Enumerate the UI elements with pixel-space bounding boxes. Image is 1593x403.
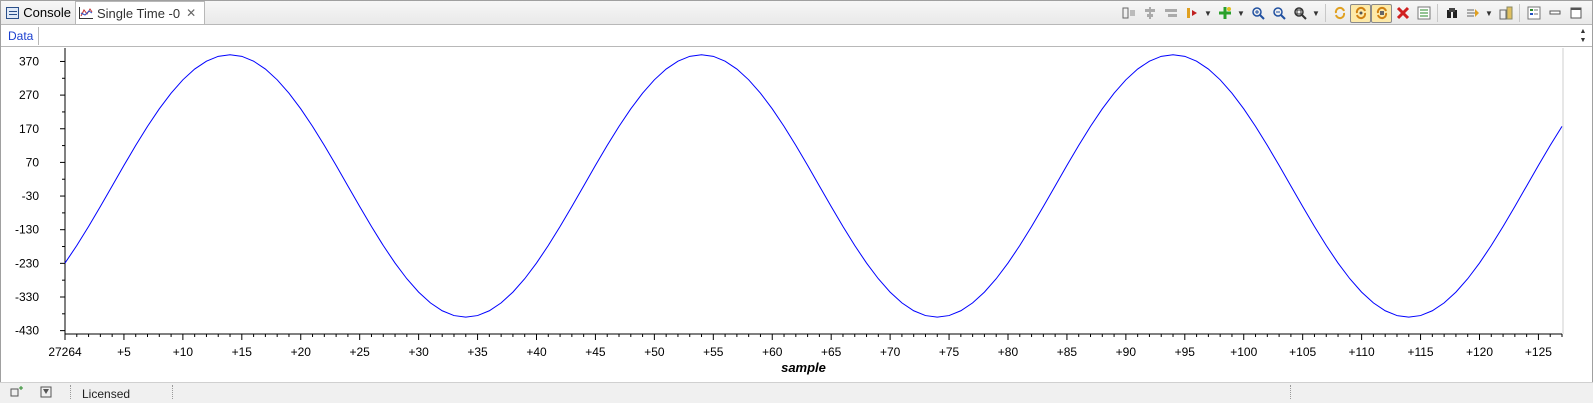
x-tick-label: +85 xyxy=(1057,345,1078,359)
x-tick-label: +50 xyxy=(644,345,665,359)
x-tick-label: +75 xyxy=(939,345,960,359)
y-tick-label: 170 xyxy=(19,122,39,136)
continuous-refresh-icon[interactable] xyxy=(1350,3,1371,23)
save-icon[interactable] xyxy=(1495,4,1516,23)
x-tick-label: +80 xyxy=(998,345,1019,359)
status-filter-icon[interactable] xyxy=(40,386,54,398)
x-tick-label: +120 xyxy=(1466,345,1493,359)
x-tick-label: +110 xyxy=(1349,345,1375,359)
refresh-icon[interactable] xyxy=(1329,4,1350,23)
zoom-in-icon[interactable] xyxy=(1247,4,1268,23)
x-tick-label: +55 xyxy=(703,345,724,359)
time-plot-chart[interactable]: 370 270 170 70 -30 -130 -230 -330 -430 27264 +5 +10… xyxy=(1,47,1592,382)
marker-dropdown-icon[interactable]: ▼ xyxy=(1204,8,1212,18)
x-tick-label: +125 xyxy=(1525,345,1552,359)
toolbar-separator xyxy=(1519,4,1520,22)
y-tick-label: -130 xyxy=(15,223,39,237)
toolbar-separator xyxy=(1325,4,1326,22)
zoom-out-icon[interactable] xyxy=(1268,4,1289,23)
series-line-0 xyxy=(64,54,1563,318)
y-tick-label: -230 xyxy=(15,256,39,270)
status-bar: Licensed xyxy=(0,382,1593,403)
legend-icon[interactable] xyxy=(1523,4,1544,23)
add-measure-dropdown-icon[interactable]: ▼ xyxy=(1237,8,1245,18)
plot-toolbar: ▼ ▼ ▼ xyxy=(1118,3,1586,23)
graph-icon xyxy=(79,7,93,19)
tab-console-label: Console xyxy=(23,5,71,20)
x-tick-label: +5 xyxy=(117,345,131,359)
status-divider xyxy=(70,385,73,399)
spinner-arrows-icon[interactable]: ▲ ▼ xyxy=(1579,28,1587,44)
export-dropdown-icon[interactable]: ▼ xyxy=(1485,8,1493,18)
x-tick-label: +40 xyxy=(526,345,547,359)
x-tick-label: +45 xyxy=(585,345,606,359)
maximize-icon[interactable] xyxy=(1565,4,1586,23)
license-status-text: Licensed xyxy=(82,387,131,401)
tab-console[interactable]: Console xyxy=(3,2,71,23)
x-tick-label: +90 xyxy=(1116,345,1137,359)
x-tick-label: 27264 xyxy=(48,345,82,359)
zoom-dropdown-icon[interactable]: ▼ xyxy=(1312,8,1320,18)
properties-icon[interactable] xyxy=(1413,4,1434,23)
x-tick-label: +10 xyxy=(173,345,194,359)
x-tick-label: +100 xyxy=(1230,345,1257,359)
auto-scale-icon[interactable] xyxy=(1371,3,1392,23)
tab-data[interactable]: Data xyxy=(3,27,40,45)
close-icon[interactable]: ✕ xyxy=(186,6,197,20)
status-divider xyxy=(172,385,175,399)
x-axis-title: sample xyxy=(781,360,826,375)
tab-single-time-label: Single Time -0 xyxy=(97,5,181,21)
y-tick-label: -430 xyxy=(15,324,39,338)
x-tick-label: +25 xyxy=(350,345,371,359)
x-tick-label: +70 xyxy=(880,345,901,359)
tab-bar: Console Single Time -0 ✕ xyxy=(1,1,1592,25)
x-tick-label: +115 xyxy=(1407,345,1433,359)
x-tick-label: +30 xyxy=(408,345,429,359)
tab-single-time[interactable]: Single Time -0 ✕ xyxy=(75,1,205,24)
y-tick-label: 70 xyxy=(26,155,40,169)
y-tick-label: -330 xyxy=(15,290,39,304)
x-tick-label: +95 xyxy=(1175,345,1196,359)
x-tick-label: +105 xyxy=(1289,345,1316,359)
y-tick-label: 270 xyxy=(19,88,39,102)
x-tick-label: +15 xyxy=(232,345,253,359)
align-left-icon[interactable] xyxy=(1118,4,1139,23)
x-tick-label: +20 xyxy=(291,345,312,359)
clear-icon[interactable] xyxy=(1392,4,1413,23)
status-divider xyxy=(1290,385,1293,399)
x-tick-label: +65 xyxy=(821,345,842,359)
minimize-icon[interactable] xyxy=(1544,4,1565,23)
zoom-fit-icon[interactable] xyxy=(1289,4,1310,23)
toolbar-separator xyxy=(1437,4,1438,22)
x-tick-label: +60 xyxy=(762,345,783,359)
x-tick-label: +35 xyxy=(467,345,488,359)
marker-icon[interactable] xyxy=(1181,4,1202,23)
status-config-icon[interactable] xyxy=(10,386,24,398)
time-plot-window: Console Single Time -0 ✕ xyxy=(0,0,1593,383)
y-tick-label: -30 xyxy=(22,189,40,203)
data-bar: Data ▲ ▼ xyxy=(1,25,1592,47)
pin-icon[interactable] xyxy=(1441,4,1462,23)
y-tick-label: 370 xyxy=(19,54,39,68)
align-center-icon[interactable] xyxy=(1139,4,1160,23)
export-icon[interactable] xyxy=(1462,4,1483,23)
align-right-icon[interactable] xyxy=(1160,4,1181,23)
console-icon xyxy=(6,6,20,19)
add-measure-icon[interactable] xyxy=(1214,4,1235,23)
